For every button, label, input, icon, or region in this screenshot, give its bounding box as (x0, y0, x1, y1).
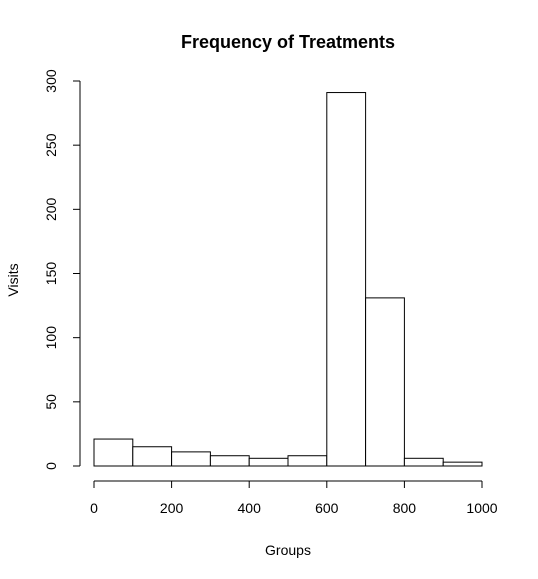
histogram-bar-7 (366, 298, 405, 466)
y-tick-label: 250 (43, 133, 59, 157)
x-tick-label: 0 (90, 500, 98, 516)
histogram-bar-4 (249, 458, 288, 466)
y-tick-label: 0 (43, 462, 59, 470)
x-axis-label: Groups (265, 542, 311, 558)
y-tick-label: 300 (43, 69, 59, 93)
histogram-bar-9 (443, 462, 482, 466)
y-tick-label: 100 (43, 326, 59, 350)
x-tick-label: 200 (160, 500, 184, 516)
x-tick-label: 800 (393, 500, 417, 516)
x-tick-label: 1000 (466, 500, 497, 516)
histogram-bar-1 (133, 447, 172, 466)
x-tick-label: 600 (315, 500, 339, 516)
y-axis: 0 50 100 150 200 250 300 (43, 69, 80, 470)
x-axis: 0 200 400 600 800 1000 (90, 481, 498, 516)
chart-title: Frequency of Treatments (181, 32, 395, 52)
histogram-bar-2 (172, 452, 211, 466)
y-tick-label: 200 (43, 197, 59, 221)
histogram-bar-5 (288, 456, 327, 466)
bars-group (94, 93, 482, 466)
y-tick-label: 150 (43, 262, 59, 286)
y-tick-label: 50 (43, 394, 59, 410)
y-axis-label: Visits (5, 263, 21, 296)
histogram-bar-3 (210, 456, 249, 466)
histogram-bar-8 (404, 458, 443, 466)
histogram-bar-6 (327, 93, 366, 466)
x-tick-label: 400 (238, 500, 262, 516)
histogram-bar-0 (94, 439, 133, 466)
